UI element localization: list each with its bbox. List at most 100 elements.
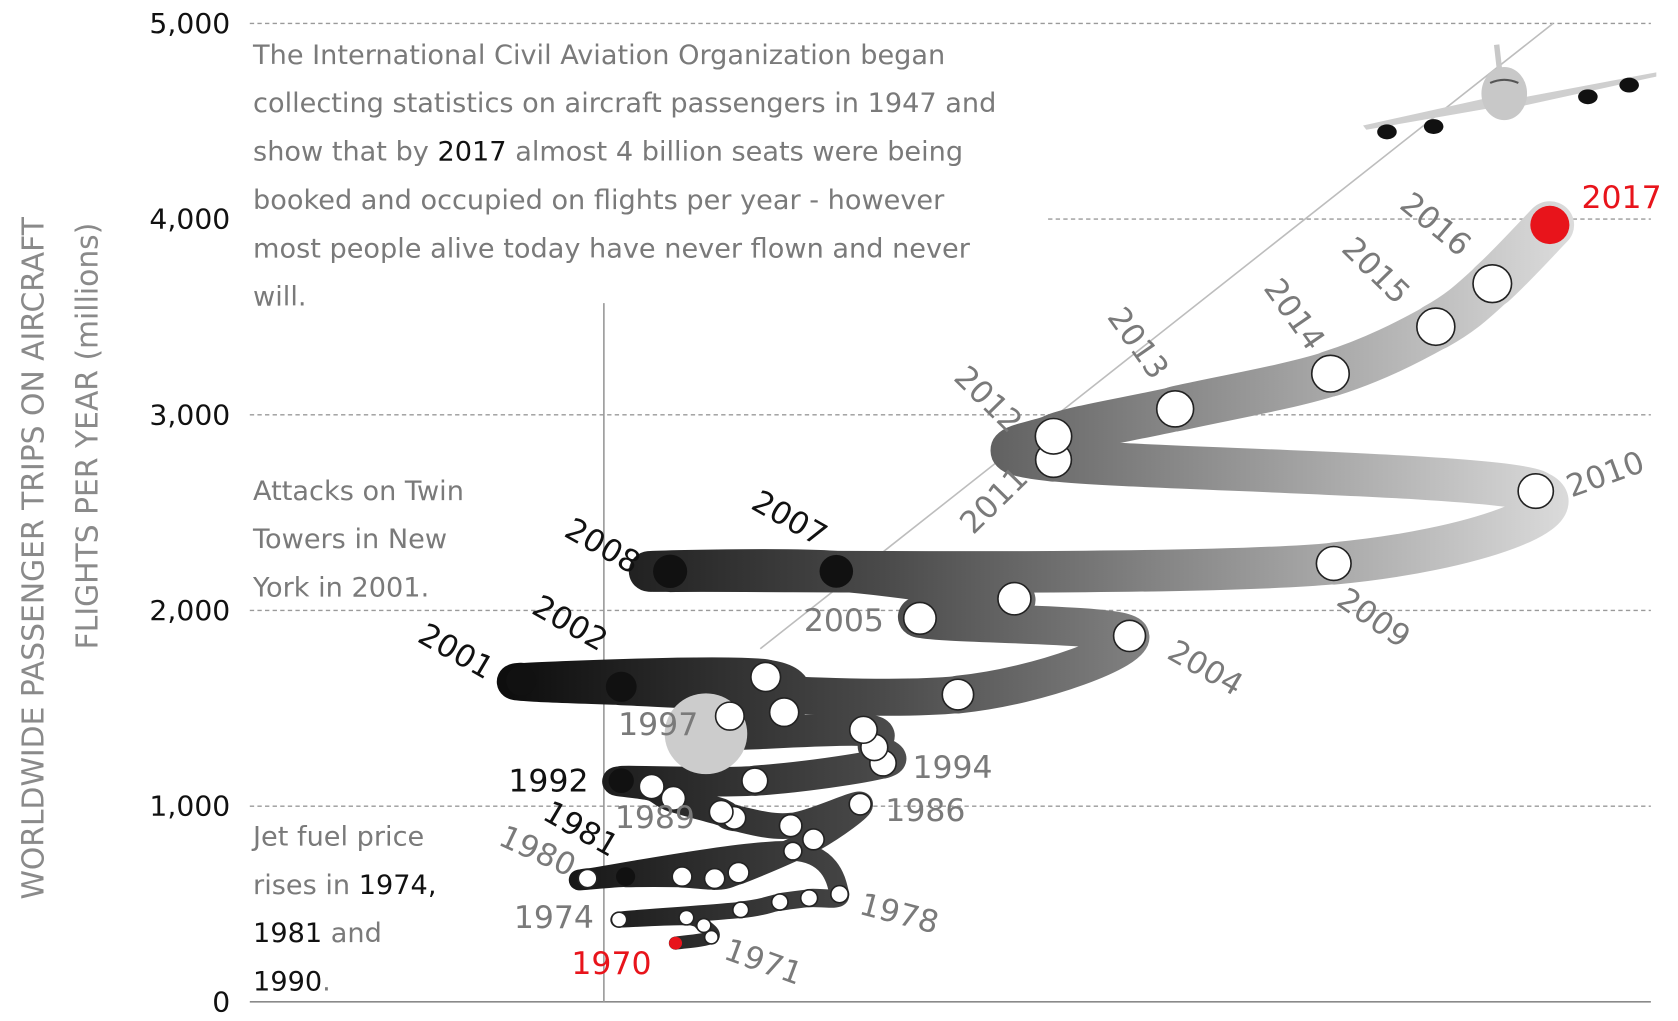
point [733, 902, 749, 917]
point [1316, 547, 1351, 581]
year-label: 1986 [885, 793, 965, 829]
y-tick-label: 3,000 [149, 399, 230, 432]
point [850, 716, 877, 743]
airplane-engine [1377, 124, 1397, 139]
point [578, 869, 597, 887]
annotation-line: will. [253, 282, 306, 313]
point [1114, 620, 1146, 651]
year-label: 1978 [856, 887, 943, 942]
annotation-line: rises in 1974, [253, 870, 436, 901]
point [849, 793, 871, 814]
point [1417, 308, 1455, 345]
chart: 01,0002,0003,0004,0005,00019701971197419… [0, 0, 1678, 1021]
annotation-line: Towers in New [252, 524, 447, 555]
point [639, 774, 664, 798]
point [820, 555, 854, 588]
year-label: 2015 [1334, 231, 1416, 312]
year-label: 1970 [571, 946, 651, 982]
airplane-body [1481, 67, 1527, 120]
year-label: 2001 [412, 617, 500, 687]
annotation-text: York in 2001. [252, 573, 429, 604]
point [697, 919, 711, 933]
point [1157, 391, 1194, 427]
annotation-text: 1974, [359, 870, 437, 901]
airplane-engine [1578, 89, 1598, 104]
point [606, 672, 637, 702]
year-label: 1974 [514, 900, 594, 936]
point [942, 679, 973, 710]
point [611, 912, 626, 927]
tube-segment [1054, 460, 1536, 491]
annotation-text: collecting statistics on aircraft passen… [253, 88, 996, 119]
point [672, 867, 692, 886]
annotation-text: show that by [253, 137, 437, 168]
airplane [1363, 45, 1656, 140]
point [770, 698, 799, 727]
point [653, 555, 687, 588]
point [904, 602, 936, 634]
annotation-text: Jet fuel price [251, 822, 424, 853]
point [616, 867, 635, 886]
point [1473, 265, 1512, 303]
annotation-text: will. [253, 282, 306, 313]
year-label: 1994 [912, 750, 992, 786]
annotation-line: most people alive today have never flown… [253, 234, 971, 265]
year-label: 1997 [618, 707, 698, 743]
point [728, 862, 749, 882]
point [831, 886, 848, 903]
tube-segment [1175, 374, 1330, 409]
annotation-line: Attacks on Twin [253, 476, 464, 507]
point [669, 937, 682, 950]
y-tick-label: 0 [212, 986, 230, 1019]
y-tick-label: 1,000 [149, 790, 230, 823]
annotation-line: 1981 and [253, 919, 382, 950]
point [742, 768, 768, 793]
note-backdrop [248, 34, 1046, 313]
year-label: 2010 [1562, 445, 1650, 505]
annotation-text: Attacks on Twin [253, 476, 464, 507]
year-label: 1992 [508, 764, 588, 800]
tube-segment [670, 563, 1334, 571]
airplane-engine [1424, 119, 1444, 134]
annotation-text: Towers in New [252, 524, 447, 555]
point [679, 910, 694, 924]
tube-segment [621, 687, 958, 698]
point [1035, 419, 1071, 455]
year-label: 2009 [1330, 581, 1417, 655]
year-label: 1989 [615, 800, 695, 836]
point [716, 702, 745, 730]
annotation-text: most people alive today have never flown… [253, 234, 971, 265]
year-label: 2014 [1256, 272, 1332, 357]
year-label: 2017 [1581, 180, 1661, 216]
annotation-text: 1990 [253, 967, 322, 998]
annotation-text: 1981 [253, 919, 322, 950]
annotation-line: Jet fuel price [251, 822, 424, 853]
point [751, 662, 781, 691]
annotation-line: collecting statistics on aircraft passen… [253, 88, 996, 119]
point [1312, 355, 1349, 392]
point [998, 583, 1031, 615]
point [609, 768, 634, 793]
point [705, 869, 725, 889]
y-tick-label: 5,000 [149, 7, 230, 40]
y-tick-label: 2,000 [149, 594, 230, 627]
point [1518, 474, 1553, 508]
airplane-engine [1619, 78, 1639, 93]
point [772, 894, 788, 910]
y-axis-title: WORLDWIDE PASSENGER TRIPS ON AIRCRAFT [16, 216, 51, 899]
point [779, 815, 801, 837]
year-label: 2007 [745, 484, 833, 554]
y-tick-label: 4,000 [149, 203, 230, 236]
y-axis-title: FLIGHTS PER YEAR (millions) [70, 223, 105, 650]
point [801, 890, 818, 907]
annotation-line: York in 2001. [252, 573, 429, 604]
annotation-line: booked and occupied on flights per year … [253, 185, 945, 216]
annotation-text: booked and occupied on flights per year … [253, 185, 945, 216]
annotation-line: The International Civil Aviation Organiz… [252, 40, 945, 71]
year-label: 2002 [526, 589, 614, 659]
annotation-line: 1990. [253, 967, 331, 998]
point [709, 800, 733, 823]
point [803, 829, 824, 850]
